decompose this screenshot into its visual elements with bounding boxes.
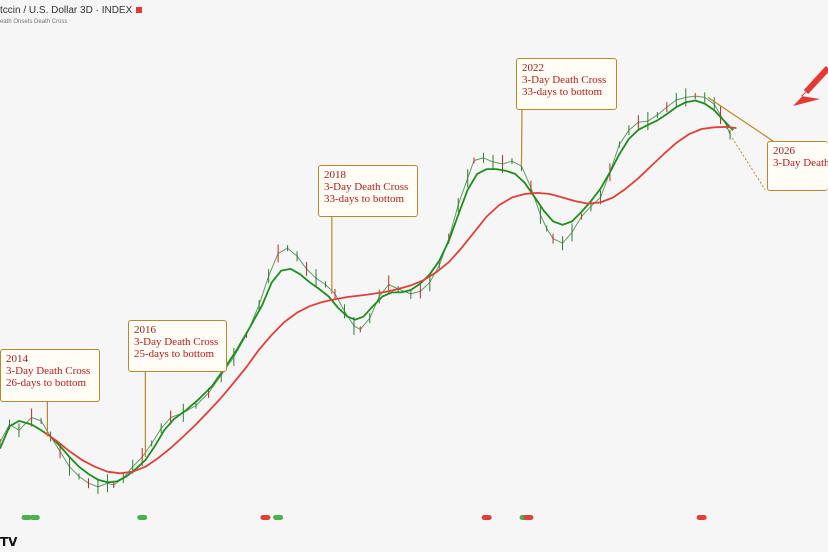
callout-line2: 33-days to bottom	[324, 193, 405, 205]
series-moving-average-long	[43, 126, 737, 475]
callout-year: 2014	[6, 353, 28, 365]
signal-marker-red	[523, 515, 534, 520]
callout-year: 2018	[324, 169, 346, 181]
callout-leader-2022	[520, 109, 523, 167]
signal-marker-red	[696, 515, 707, 520]
projection-line	[729, 134, 766, 190]
signal-marker-green	[273, 515, 284, 520]
callout-line1: 3-Day Death Cross	[324, 181, 409, 193]
callout-line1: 3-Day Death Cross	[522, 74, 607, 86]
callout-2018: 2018 3-Day Death Cross 33-days to bottom	[318, 165, 418, 217]
arrow-head	[793, 84, 820, 106]
callout-line2: 33-days to bottom	[522, 86, 603, 98]
callout-2016: 2016 3-Day Death Cross 25-days to bottom	[128, 320, 227, 372]
callout-leader-2026	[707, 96, 774, 142]
series-moving-average-short	[0, 99, 734, 484]
signal-marker-red	[481, 515, 492, 520]
callout-2014: 2014 3-Day Death Cross 26-days to bottom	[0, 349, 100, 402]
callout-line1: 3-Day Death Cross	[134, 336, 219, 348]
signal-markers	[21, 515, 707, 520]
signal-marker-green	[29, 515, 40, 520]
signal-marker-green	[137, 515, 148, 520]
callout-2022: 2022 3-Day Death Cross 33-days to bottom	[516, 58, 617, 110]
callout-line2: 26-days to bottom	[6, 377, 87, 389]
callout-year: 2016	[134, 324, 156, 336]
chart-header: tccin / U.S. Dollar 3D · INDEX	[0, 5, 143, 16]
callout-line2: 25-days to bottom	[134, 348, 215, 360]
tradingview-logo: TV	[0, 535, 18, 549]
callout-year: 2026	[773, 145, 795, 157]
callout-2026: 2026 3-Day Death	[767, 141, 828, 191]
indicator-label: eath Onsets Death Cross	[0, 19, 68, 25]
signal-marker-green	[21, 515, 32, 520]
status-square-icon	[136, 7, 143, 14]
arrow-icon	[793, 65, 828, 106]
signal-marker-red	[260, 515, 271, 520]
callout-leaders	[46, 96, 774, 458]
callout-line1: 3-Day Death	[773, 157, 828, 169]
callout-year: 2022	[522, 62, 544, 74]
callout-line1: 3-Day Death Cross	[6, 365, 91, 377]
series-layer	[0, 88, 766, 494]
series-price	[0, 95, 731, 488]
chart-title: tccin / U.S. Dollar 3D · INDEX	[0, 5, 133, 16]
